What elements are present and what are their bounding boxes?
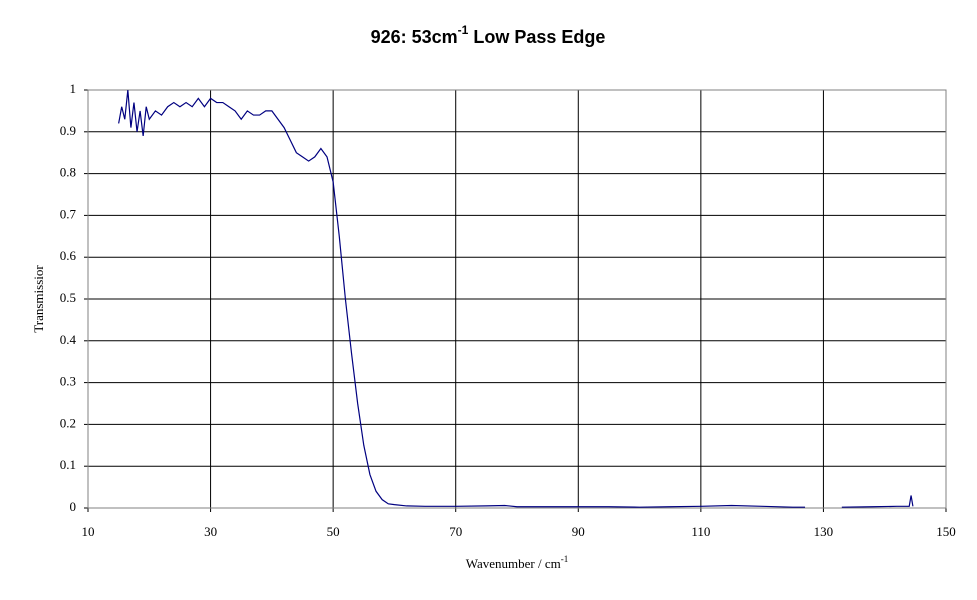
- y-tick-label: 0: [70, 499, 77, 514]
- x-tick-label: 70: [449, 524, 462, 539]
- x-tick-label: 110: [691, 524, 710, 539]
- x-tick-label: 130: [814, 524, 834, 539]
- x-tick-label: 150: [936, 524, 956, 539]
- y-tick-label: 1: [70, 81, 77, 96]
- x-tick-label: 90: [572, 524, 585, 539]
- x-tick-label: 50: [327, 524, 340, 539]
- plot-frame: [87, 89, 947, 509]
- y-tick-label: 0.4: [60, 332, 77, 347]
- x-tick-label: 30: [204, 524, 217, 539]
- data-line: [118, 89, 914, 508]
- y-tick-label: 0.8: [60, 165, 76, 180]
- y-tick-label: 0.3: [60, 374, 76, 389]
- y-tick-label: 0.5: [60, 290, 76, 305]
- title-part: Low Pass Edge: [468, 27, 605, 47]
- y-tick-label: 0.7: [60, 206, 77, 221]
- x-label-part: Wavenumber / cm: [466, 556, 561, 571]
- title-part: 926: 53cm: [371, 27, 458, 47]
- title-superscript: -1: [458, 23, 469, 37]
- x-tick-label: 10: [82, 524, 95, 539]
- y-axis-label: Transmissior: [31, 265, 46, 333]
- x-axis-label: Wavenumber / cm-1: [466, 554, 568, 571]
- x-label-superscript: -1: [561, 554, 569, 564]
- chart-title: 926: 53cm-1 Low Pass Edge: [371, 23, 606, 47]
- y-tick-label: 0.9: [60, 123, 76, 138]
- y-tick-label: 0.6: [60, 248, 77, 263]
- y-tick-label: 0.1: [60, 457, 76, 472]
- y-tick-label: 0.2: [60, 415, 76, 430]
